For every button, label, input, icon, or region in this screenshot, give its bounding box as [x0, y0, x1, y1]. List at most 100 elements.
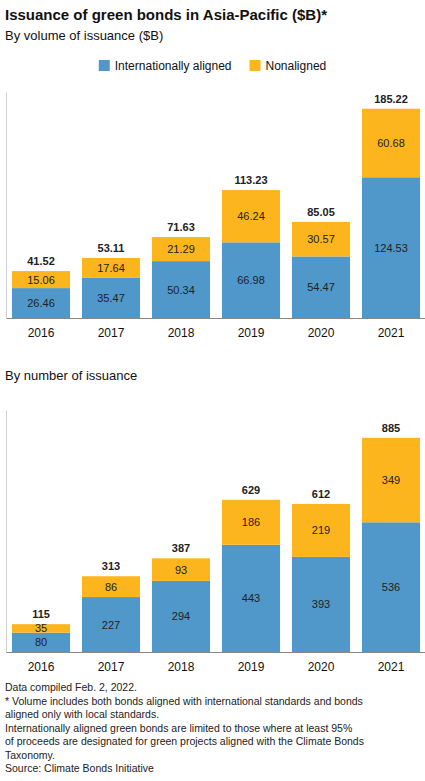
- notes: Data compiled Feb. 2, 2022. * Volume incl…: [5, 681, 364, 774]
- x-tick-label: 2018: [168, 326, 195, 340]
- data-label: 30.57: [307, 233, 335, 245]
- data-label: 93: [175, 564, 187, 576]
- bar-segment: [12, 633, 70, 652]
- bar-segment: [292, 256, 350, 318]
- chart: Issuance of green bonds in Asia-Pacific …: [5, 6, 425, 340]
- note: Data compiled Feb. 2, 2022.: [5, 681, 137, 693]
- legend: Internationally aligned Nonaligned: [99, 59, 326, 73]
- bar-segment: [82, 576, 140, 597]
- x-tick: 2019: [238, 318, 265, 340]
- bar-segment: [222, 500, 280, 545]
- data-label: 186: [242, 516, 260, 528]
- total-label: 313: [102, 560, 120, 572]
- note: of proceeds are designated for green pro…: [5, 735, 364, 747]
- data-label: 50.34: [167, 284, 195, 296]
- total-label: 71.63: [167, 221, 195, 233]
- note: Internationally aligned green bonds are …: [5, 722, 352, 734]
- subtitle: By volume of issuance ($B): [5, 28, 163, 43]
- bar-segment: [152, 581, 210, 652]
- x-tick: 2019: [238, 652, 265, 674]
- data-label: 66.98: [237, 274, 265, 286]
- x-tick-label: 2020: [308, 326, 335, 340]
- x-tick-label: 2018: [168, 660, 195, 674]
- note: * Volume includes both bonds aligned wit…: [5, 695, 363, 707]
- bar-segment: [82, 278, 140, 318]
- legend-item: Internationally aligned: [99, 59, 232, 73]
- x-tick: 2016: [28, 318, 55, 340]
- x-tick-label: 2021: [378, 326, 405, 340]
- legend-swatch: [99, 60, 110, 71]
- x-axis: 2016 2017 2018 2019 2020 2021: [7, 318, 425, 340]
- data-label: 227: [102, 619, 120, 631]
- data-label: 35: [35, 622, 47, 634]
- x-axis-line: [7, 652, 425, 653]
- bars: [12, 109, 420, 318]
- data-labels: 8022729444339353635869318621934911531338…: [32, 422, 400, 648]
- data-label: 536: [382, 581, 400, 593]
- bar-segment: [152, 261, 210, 318]
- total-label: 885: [382, 422, 400, 434]
- x-tick: 2017: [98, 652, 125, 674]
- x-tick-label: 2016: [28, 326, 55, 340]
- subtitle: By number of issuance: [5, 368, 137, 383]
- y-axis-line: [6, 93, 7, 319]
- y-axis: [6, 411, 7, 653]
- note: Source: Climate Bonds Initiative: [5, 762, 154, 774]
- data-label: 35.47: [97, 292, 125, 304]
- data-label: 54.47: [307, 281, 335, 293]
- data-label: 26.46: [27, 297, 55, 309]
- bar-segment: [292, 222, 350, 257]
- total-label: 115: [32, 608, 50, 620]
- x-tick: 2017: [98, 318, 125, 340]
- bar-segment: [152, 237, 210, 261]
- data-label: 443: [242, 592, 260, 604]
- x-tick: 2021: [378, 318, 405, 340]
- data-label: 86: [105, 581, 117, 593]
- bar-segment: [362, 522, 420, 652]
- bar-segment: [82, 597, 140, 652]
- x-tick: 2018: [168, 652, 195, 674]
- data-label: 46.24: [237, 210, 265, 222]
- x-tick: 2021: [378, 652, 405, 674]
- legend-label: Nonaligned: [266, 59, 327, 73]
- y-axis: [6, 93, 7, 319]
- bar-segment: [12, 288, 70, 318]
- data-label: 349: [382, 474, 400, 486]
- data-labels: 26.4635.4750.3466.9854.47124.5315.0617.6…: [27, 93, 408, 309]
- bar-segment: [222, 545, 280, 652]
- x-axis: 2016 2017 2018 2019 2020 2021: [7, 652, 425, 674]
- total-label: 113.23: [234, 174, 267, 186]
- bar-segment: [292, 504, 350, 557]
- bar-segment: [362, 177, 420, 318]
- bar-segment: [82, 258, 140, 278]
- x-tick-label: 2017: [98, 326, 125, 340]
- bar-segment: [362, 109, 420, 178]
- x-tick: 2016: [28, 652, 55, 674]
- total-label: 53.11: [98, 242, 125, 254]
- data-label: 60.68: [377, 137, 405, 149]
- data-label: 15.06: [27, 274, 55, 286]
- data-label: 21.29: [167, 243, 195, 255]
- x-tick-label: 2020: [308, 660, 335, 674]
- chart-root: Issuance of green bonds in Asia-Pacific …: [0, 0, 425, 781]
- note: Taxonomy.: [5, 749, 55, 761]
- bars: [12, 438, 420, 652]
- x-tick: 2020: [308, 318, 335, 340]
- legend-label: Internationally aligned: [115, 59, 232, 73]
- x-tick-label: 2019: [238, 660, 265, 674]
- data-label: 219: [312, 524, 330, 536]
- x-tick-label: 2017: [98, 660, 125, 674]
- bar-segment: [152, 558, 210, 581]
- total-label: 387: [172, 542, 190, 554]
- total-label: 629: [242, 484, 260, 496]
- data-label: 124.53: [374, 242, 408, 254]
- chart: By number of issuance8022729444339353635…: [5, 368, 425, 674]
- data-label: 80: [35, 636, 47, 648]
- legend-item: Nonaligned: [250, 59, 327, 73]
- bar-segment: [222, 190, 280, 242]
- x-tick-label: 2021: [378, 660, 405, 674]
- legend-swatch: [250, 60, 261, 71]
- bar-segment: [292, 557, 350, 652]
- x-tick: 2018: [168, 318, 195, 340]
- x-axis-line: [7, 318, 425, 319]
